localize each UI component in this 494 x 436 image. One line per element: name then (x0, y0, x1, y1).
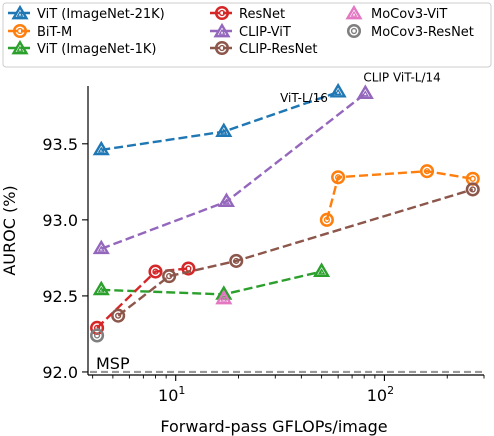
series-bit-m (319, 164, 480, 227)
series-line-clip-vit (100, 92, 367, 250)
data-point-vit-imagenet-21k-inner (97, 146, 105, 153)
y-tick-label: 93.0 (42, 211, 78, 230)
legend-marker-bit-m (12, 23, 28, 39)
data-point-bit-m-inner (335, 174, 342, 181)
data-point-clip-vit (217, 192, 235, 208)
data-point-clip-resnet (162, 269, 177, 284)
data-point-resnet-inner (152, 268, 159, 275)
data-point-mocov3-resnet-inner (93, 332, 101, 339)
legend-label-resnet: ResNet (239, 7, 285, 22)
data-point-vit-imagenet-21k (329, 82, 347, 98)
axes: 92.0 92.5 93.0 93.5 101 102 Forward-pass GFLOP… (0, 86, 485, 436)
legend-label-mocov3-vit: MoCov3-ViT (371, 7, 447, 22)
data-point-clip-vit-inner (361, 90, 369, 97)
data-point-vit-imagenet-1k (313, 262, 331, 277)
data-point-resnet (181, 261, 196, 276)
data-point-vit-imagenet-21k (215, 122, 233, 138)
series-line-clip-resnet (117, 188, 474, 317)
series-clip-vit (92, 84, 374, 255)
annotation-clip-vit-l-14: CLIP ViT-L/14 (363, 71, 441, 85)
legend-label-clip-resnet: CLIP-ResNet (239, 42, 317, 57)
legend-marker-vit-imagenet-1k (11, 39, 29, 55)
legend-marker-mocov3-resnet-inner (350, 27, 358, 35)
data-point-mocov3-vit-inner (220, 295, 228, 302)
data-point-clip-vit (92, 239, 110, 255)
data-point-vit-imagenet-1k (92, 280, 110, 296)
series-vit-imagenet-1k (92, 262, 331, 300)
data-point-resnet (148, 264, 163, 279)
legend-label-mocov3-resnet: MoCov3-ResNet (371, 25, 474, 40)
data-point-clip-resnet (229, 253, 244, 268)
legend-entry-mocov3-resnet: MoCov3-ResNet (346, 23, 474, 40)
data-point-mocov3-vit (215, 289, 233, 305)
data-point-vit-imagenet-21k (92, 140, 110, 156)
legend-label-clip-vit: CLIP-ViT (239, 25, 291, 40)
data-point-vit-imagenet-1k-inner (317, 268, 326, 275)
annotation-vit-l-16: ViT-L/16 (280, 91, 328, 105)
data-point-clip-vit-inner (222, 198, 231, 205)
series-mocov3-vit (215, 289, 233, 305)
data-point-bit-m-inner (323, 216, 330, 223)
series-line-bit-m (325, 169, 473, 221)
legend-label-vit-imagenet-21k: ViT (ImageNet-21K) (37, 7, 165, 22)
legend-entry-resnet: ResNet (210, 5, 285, 22)
legend-marker-resnet-inner (218, 9, 226, 17)
legend-marker-vit-imagenet-21k (11, 4, 29, 20)
legend-label-vit-imagenet-1k: ViT (ImageNet-1K) (37, 42, 156, 57)
y-tick-label: 92.0 (42, 363, 78, 382)
legend-marker-vit-imagenet-1k-inner (16, 45, 24, 52)
legend-entry-vit-imagenet-21k: ViT (ImageNet-21K) (8, 4, 165, 22)
series-line-vit-imagenet-21k (101, 90, 339, 152)
legend-marker-mocov3-vit-inner (350, 10, 358, 17)
data-point-vit-imagenet-1k-inner (97, 286, 105, 293)
data-point-mocov3-resnet (90, 328, 105, 343)
data-point-vit-imagenet-21k-inner (334, 88, 342, 95)
data-point-clip-vit-inner (97, 245, 105, 252)
data-point-clip-vit (356, 84, 374, 100)
data-point-bit-m (331, 170, 346, 185)
data-point-clip-resnet-inner (166, 273, 173, 280)
series-vit-imagenet-21k (92, 82, 347, 156)
data-point-bit-m (319, 212, 334, 227)
legend-entry-clip-resnet: CLIP-ResNet (210, 40, 317, 57)
x-axis-title: Forward-pass GFLOPs/image (160, 417, 387, 436)
data-point-clip-resnet-inner (469, 186, 476, 193)
plot-area: MSP ViT-L/16 CLIP ViT-L/14 (90, 71, 482, 374)
data-point-clip-resnet (465, 182, 480, 197)
series-clip-resnet (111, 182, 480, 323)
legend: ViT (ImageNet-21K) BiT-M ViT (ImageNet-1K)… (2, 2, 492, 68)
legend-marker-clip-vit-inner (218, 28, 226, 35)
legend-entry-bit-m: BiT-M (8, 23, 72, 40)
data-point-bit-m-inner (469, 175, 476, 182)
legend-label-bit-m: BiT-M (37, 25, 72, 40)
legend-marker-resnet (214, 5, 230, 21)
legend-marker-clip-resnet (214, 40, 230, 56)
series-mocov3-resnet (90, 328, 105, 343)
legend-marker-clip-vit (213, 22, 231, 38)
x-tick-label: 102 (367, 384, 394, 405)
legend-entry-mocov3-vit: MoCov3-ViT (345, 4, 447, 22)
legend-marker-mocov3-vit (345, 4, 363, 20)
legend-entry-clip-vit: CLIP-ViT (210, 22, 291, 40)
legend-marker-vit-imagenet-21k-inner (16, 10, 24, 17)
y-tick-label: 93.5 (42, 135, 78, 154)
data-point-clip-resnet-inner (233, 257, 240, 265)
reference-line-label: MSP (96, 354, 130, 373)
data-point-bit-m-inner (423, 168, 431, 175)
data-point-vit-imagenet-1k (215, 285, 233, 300)
data-point-clip-resnet-inner (115, 312, 122, 319)
legend-marker-bit-m-inner (16, 27, 24, 35)
legend-frame (2, 2, 492, 68)
data-point-clip-resnet (111, 308, 126, 323)
y-axis-title: AUROC (%) (0, 185, 19, 275)
legend-entry-vit-imagenet-1k: ViT (ImageNet-1K) (8, 39, 156, 57)
x-tick-label: 101 (158, 384, 185, 405)
legend-marker-clip-resnet-inner (218, 44, 226, 52)
data-point-bit-m (419, 164, 435, 179)
data-point-vit-imagenet-21k-inner (220, 128, 228, 135)
series-resnet (90, 261, 196, 335)
y-tick-label: 92.5 (42, 287, 78, 306)
legend-marker-mocov3-resnet (346, 23, 362, 39)
